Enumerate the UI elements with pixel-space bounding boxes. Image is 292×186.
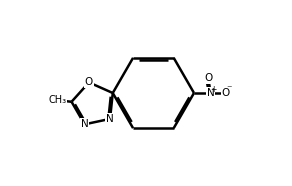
Text: +: +	[210, 85, 217, 94]
Text: N: N	[81, 119, 88, 129]
Text: CH₃: CH₃	[49, 95, 67, 105]
Text: O: O	[85, 77, 93, 87]
Text: N: N	[207, 88, 215, 98]
Text: O: O	[204, 73, 213, 83]
Text: O: O	[222, 88, 230, 98]
Text: ⁻: ⁻	[226, 85, 232, 95]
Text: N: N	[106, 114, 114, 124]
